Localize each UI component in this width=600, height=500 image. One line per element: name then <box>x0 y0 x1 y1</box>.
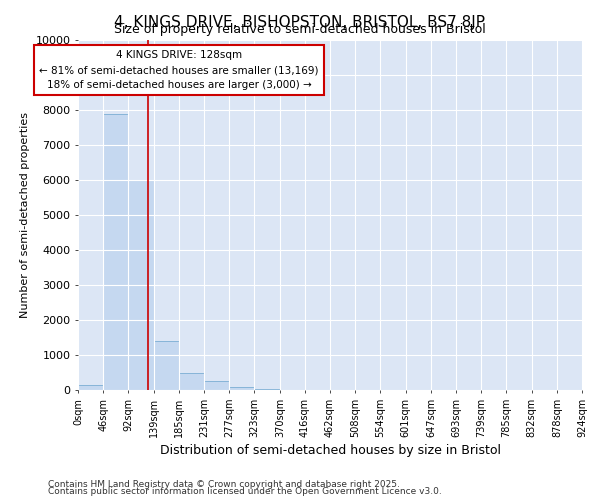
Bar <box>128 180 154 390</box>
Text: Contains public sector information licensed under the Open Government Licence v3: Contains public sector information licen… <box>48 487 442 496</box>
Bar <box>154 341 179 390</box>
Bar <box>179 372 204 390</box>
Text: 4 KINGS DRIVE: 128sqm
← 81% of semi-detached houses are smaller (13,169)
18% of : 4 KINGS DRIVE: 128sqm ← 81% of semi-deta… <box>39 50 319 90</box>
Bar <box>103 114 128 390</box>
Text: 4, KINGS DRIVE, BISHOPSTON, BRISTOL, BS7 8JP: 4, KINGS DRIVE, BISHOPSTON, BRISTOL, BS7… <box>115 15 485 30</box>
Bar <box>78 385 103 390</box>
Text: Size of property relative to semi-detached houses in Bristol: Size of property relative to semi-detach… <box>114 22 486 36</box>
Bar <box>229 386 254 390</box>
Bar <box>204 381 229 390</box>
Bar <box>254 389 280 390</box>
Text: Contains HM Land Registry data © Crown copyright and database right 2025.: Contains HM Land Registry data © Crown c… <box>48 480 400 489</box>
Y-axis label: Number of semi-detached properties: Number of semi-detached properties <box>20 112 30 318</box>
X-axis label: Distribution of semi-detached houses by size in Bristol: Distribution of semi-detached houses by … <box>160 444 500 457</box>
